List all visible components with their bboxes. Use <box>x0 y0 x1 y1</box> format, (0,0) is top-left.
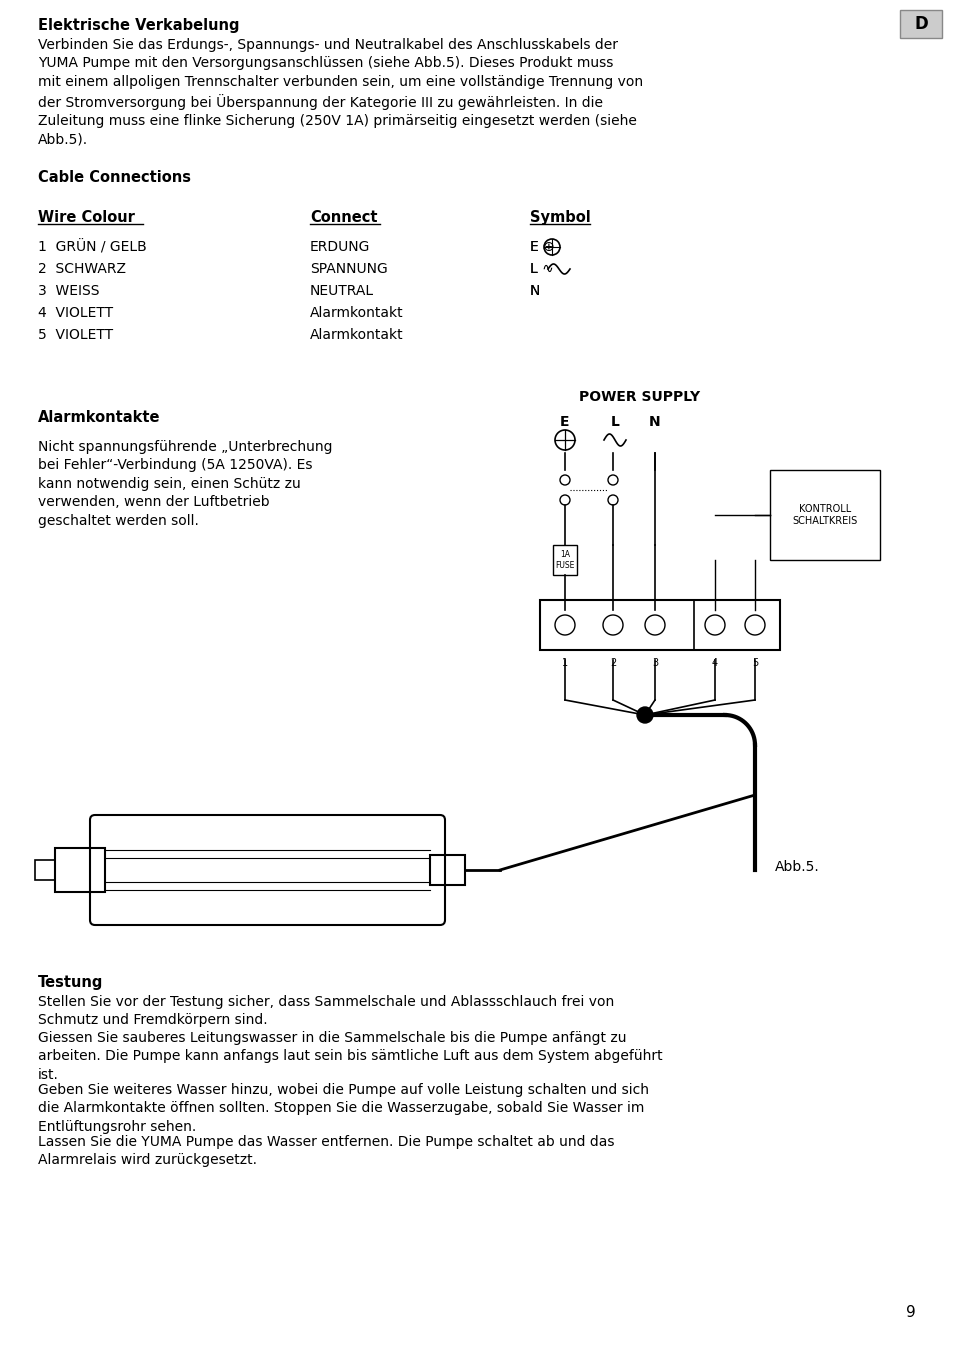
Text: Alarmkontakte: Alarmkontakte <box>38 410 160 425</box>
Bar <box>55 848 105 892</box>
Text: Testung: Testung <box>38 975 103 989</box>
Text: Verbinden Sie das Erdungs-, Spannungs- und Neutralkabel des Anschlusskabels der
: Verbinden Sie das Erdungs-, Spannungs- u… <box>38 38 642 147</box>
Text: L: L <box>530 262 537 276</box>
Text: ERDUNG: ERDUNG <box>310 240 370 253</box>
Text: L ∿: L ∿ <box>530 262 553 276</box>
Text: N: N <box>648 415 660 429</box>
Text: 4: 4 <box>711 658 718 669</box>
Text: Elektrische Verkabelung: Elektrische Verkabelung <box>38 18 239 32</box>
Text: 3  WEISS: 3 WEISS <box>38 284 99 298</box>
Bar <box>35 860 55 880</box>
Text: 4  VIOLETT: 4 VIOLETT <box>38 306 113 319</box>
Text: Alarmkontakt: Alarmkontakt <box>310 328 403 342</box>
Text: 1  GRÜN / GELB: 1 GRÜN / GELB <box>38 240 147 255</box>
Text: Stellen Sie vor der Testung sicher, dass Sammelschale und Ablassschlauch frei vo: Stellen Sie vor der Testung sicher, dass… <box>38 995 614 1027</box>
Text: 5: 5 <box>751 658 758 669</box>
Text: Symbol: Symbol <box>530 210 590 225</box>
Text: 5  VIOLETT: 5 VIOLETT <box>38 328 113 342</box>
Bar <box>553 545 577 576</box>
Text: Lassen Sie die YUMA Pumpe das Wasser entfernen. Die Pumpe schaltet ab und das
Al: Lassen Sie die YUMA Pumpe das Wasser ent… <box>38 1135 614 1167</box>
Text: Geben Sie weiteres Wasser hinzu, wobei die Pumpe auf volle Leistung schalten und: Geben Sie weiteres Wasser hinzu, wobei d… <box>38 1082 648 1134</box>
Text: POWER SUPPLY: POWER SUPPLY <box>578 390 700 404</box>
Text: SPANNUNG: SPANNUNG <box>310 262 387 276</box>
Text: 2: 2 <box>609 658 616 669</box>
Text: Giessen Sie sauberes Leitungswasser in die Sammelschale bis die Pumpe anfängt zu: Giessen Sie sauberes Leitungswasser in d… <box>38 1031 662 1082</box>
Text: Wire Colour: Wire Colour <box>38 210 134 225</box>
Text: NEUTRAL: NEUTRAL <box>310 284 374 298</box>
Circle shape <box>637 706 652 723</box>
Bar <box>539 600 780 650</box>
FancyBboxPatch shape <box>899 9 941 38</box>
Text: Cable Connections: Cable Connections <box>38 170 191 185</box>
Text: N: N <box>530 284 539 298</box>
Text: 9: 9 <box>905 1305 915 1320</box>
Text: D: D <box>913 15 927 32</box>
Text: N: N <box>530 284 539 298</box>
Text: E: E <box>559 415 569 429</box>
Bar <box>769 470 879 559</box>
Text: Connect: Connect <box>310 210 377 225</box>
Text: E ⊕: E ⊕ <box>530 240 554 253</box>
Text: Nicht spannungsführende „Unterbrechung
bei Fehler“-Verbindung (5A 1250VA). Es
ka: Nicht spannungsführende „Unterbrechung b… <box>38 439 333 527</box>
Text: Abb.5.: Abb.5. <box>774 860 819 874</box>
Text: 1: 1 <box>561 658 567 669</box>
Text: E: E <box>530 240 538 253</box>
Text: 1A
FUSE: 1A FUSE <box>555 550 574 570</box>
Text: 3: 3 <box>651 658 658 669</box>
Text: KONTROLL
SCHALTKREIS: KONTROLL SCHALTKREIS <box>792 504 857 526</box>
Text: 2  SCHWARZ: 2 SCHWARZ <box>38 262 126 276</box>
Bar <box>430 855 464 886</box>
Text: L: L <box>610 415 618 429</box>
Text: Alarmkontakt: Alarmkontakt <box>310 306 403 319</box>
